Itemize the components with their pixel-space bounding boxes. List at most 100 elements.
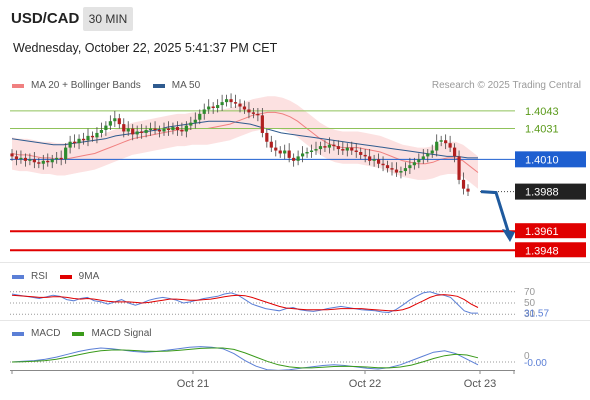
candle-body — [55, 157, 59, 160]
candle-body — [283, 150, 287, 154]
candle-body — [256, 113, 260, 116]
candle-body — [135, 131, 139, 135]
price-legend: MA 20 + Bollinger Bands MA 50 — [12, 80, 200, 91]
candle-body — [403, 168, 408, 172]
candle-body — [86, 135, 90, 141]
candle-body — [220, 102, 224, 106]
rsi-level-label: 50 — [524, 298, 536, 309]
candle-body — [332, 144, 336, 147]
candle-body — [59, 157, 63, 160]
candle-body — [457, 156, 461, 180]
candle-body — [251, 112, 256, 114]
candle-body — [207, 106, 211, 110]
candle-body — [131, 128, 135, 135]
rsi-legend: RSI 9MA — [12, 271, 99, 282]
candle-body — [28, 159, 32, 161]
candle-body — [140, 131, 144, 133]
target-tag — [515, 242, 586, 258]
candle-body — [439, 140, 443, 142]
candle-body — [435, 141, 439, 151]
candle-body — [153, 128, 157, 130]
candle-body — [247, 109, 251, 113]
last-price-tag — [515, 183, 586, 200]
rsi-swatch — [12, 274, 24, 279]
candle-body — [412, 162, 416, 166]
forecast-arrow-head — [502, 229, 515, 242]
candle-body — [381, 163, 385, 166]
rsi-ma-swatch — [59, 274, 72, 279]
candle-body — [72, 141, 77, 144]
candle-body — [372, 159, 376, 161]
candle-body — [385, 165, 390, 169]
candle-body — [104, 125, 108, 130]
timeframe-button[interactable]: 30 MIN — [83, 7, 133, 31]
candle-body — [90, 135, 95, 138]
candle-body — [314, 149, 318, 151]
candle-body — [224, 99, 229, 103]
candle-body — [260, 115, 264, 133]
candle-body — [37, 162, 41, 164]
ma20-legend-label: MA 20 + Bollinger Bands — [31, 80, 141, 91]
symbol-title: USD/CAD — [11, 10, 80, 27]
macd-zero-label: 0 — [524, 351, 530, 362]
candle-body — [408, 165, 412, 169]
candle-body — [305, 152, 309, 154]
candle-body — [122, 124, 126, 132]
timestamp: Wednesday, October 22, 2025 5:41:37 PM C… — [13, 41, 278, 55]
candle-body — [318, 146, 323, 150]
candle-body — [180, 130, 184, 132]
rsi-level-label: 70 — [524, 287, 536, 298]
candle-body — [430, 150, 434, 154]
rsi-line — [11, 291, 478, 314]
macd-last-value: -0.00 — [524, 358, 547, 369]
candle-body — [421, 156, 425, 160]
x-tick-label: Oct 21 — [177, 378, 209, 390]
candle-body — [359, 152, 363, 155]
candle-body — [23, 157, 28, 161]
candle-body — [108, 121, 112, 126]
candle-body — [77, 138, 81, 144]
candle-body — [265, 132, 269, 142]
candle-body — [238, 103, 242, 107]
candle-body — [19, 157, 23, 160]
candle-body — [171, 127, 175, 130]
candle-body — [14, 156, 19, 160]
bollinger-band — [12, 96, 478, 189]
pivot-label: 1.4010 — [525, 154, 559, 166]
candle-body — [399, 171, 403, 173]
rsi-ma-line — [11, 294, 479, 312]
candles — [10, 93, 470, 196]
candle-body — [148, 128, 153, 130]
rsi-ma-legend-label: 9MA — [78, 271, 100, 282]
rsi-legend-label: RSI — [31, 271, 48, 282]
candle-body — [229, 99, 233, 103]
candle-body — [417, 159, 421, 163]
candle-body — [211, 106, 215, 108]
candle-body — [113, 118, 117, 122]
candle-body — [287, 150, 291, 158]
candle-body — [448, 143, 452, 148]
candle-body — [363, 154, 367, 157]
macd-line — [11, 346, 479, 371]
candle-body — [68, 141, 72, 148]
rsi-last-value: 31.57 — [524, 308, 549, 319]
resistance-label: 1.4031 — [525, 124, 559, 136]
macd-legend-label: MACD — [31, 328, 61, 339]
macd-signal-line — [11, 347, 479, 369]
candle-body — [193, 119, 197, 123]
candle-body — [350, 147, 354, 151]
macd-signal-legend-label: MACD Signal — [91, 328, 152, 339]
candle-body — [296, 156, 300, 161]
candle-body — [461, 179, 466, 189]
candle-body — [394, 169, 399, 173]
candle-body — [175, 127, 180, 130]
candle-body — [292, 157, 296, 161]
candle-body — [198, 113, 202, 120]
rsi-level-label: 30 — [524, 309, 536, 320]
candle-body — [144, 130, 148, 133]
candle-body — [99, 130, 104, 133]
candle-body — [274, 147, 278, 151]
candle-body — [341, 149, 345, 151]
candle-body — [466, 188, 470, 192]
